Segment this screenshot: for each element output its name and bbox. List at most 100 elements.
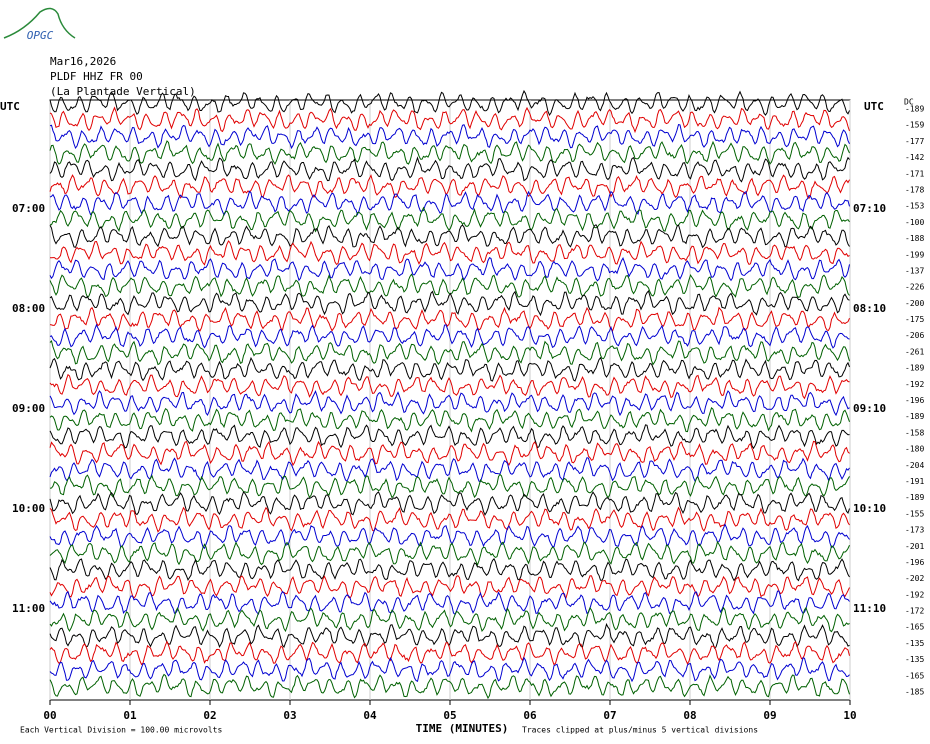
trace — [49, 557, 850, 582]
trace — [49, 289, 850, 317]
dc-offset: -196 — [905, 558, 924, 567]
trace — [49, 224, 850, 249]
x-tick-label: 05 — [443, 709, 456, 722]
dc-offset: -196 — [905, 396, 924, 405]
x-tick-label: 02 — [203, 709, 216, 722]
dc-offset: -165 — [905, 623, 924, 632]
hour-label-right: 10:10 — [853, 502, 886, 515]
dc-offset: -173 — [905, 526, 924, 535]
dc-offset: -192 — [905, 380, 924, 389]
dc-offset: -200 — [905, 299, 924, 308]
x-tick-label: 10 — [843, 709, 856, 722]
station: PLDF HHZ FR 00 — [50, 70, 143, 83]
dc-offset: -201 — [905, 542, 924, 551]
dc-offset: -135 — [905, 655, 924, 664]
dc-offset: -142 — [905, 153, 924, 162]
x-tick-label: 07 — [603, 709, 616, 722]
trace — [49, 340, 850, 366]
hour-label: 09:00 — [12, 402, 45, 415]
dc-offset: -191 — [905, 477, 924, 486]
hour-label: 08:00 — [12, 302, 45, 315]
dc-offset: -159 — [905, 121, 924, 130]
trace — [49, 673, 850, 700]
dc-offset: -158 — [905, 428, 924, 437]
trace — [49, 306, 850, 333]
footer-left: Each Vertical Division = 100.00 microvol… — [20, 726, 222, 735]
trace — [49, 257, 850, 282]
trace — [49, 373, 850, 400]
location: (La Plantade Vertical) — [50, 85, 196, 98]
trace — [49, 89, 850, 117]
left-axis-title: UTC — [0, 100, 20, 113]
hour-label-right: 11:10 — [853, 602, 886, 615]
hour-label: 10:00 — [12, 502, 45, 515]
trace — [49, 590, 850, 616]
trace — [49, 640, 850, 666]
trace — [49, 174, 850, 200]
dc-offset: -189 — [905, 364, 924, 373]
logo-mark — [3, 7, 76, 39]
trace — [49, 606, 850, 633]
x-tick-label: 09 — [763, 709, 776, 722]
logo: OPGC — [27, 29, 54, 42]
trace — [49, 140, 850, 165]
x-tick-label: 06 — [523, 709, 537, 722]
trace — [49, 540, 850, 567]
dc-offset: -206 — [905, 331, 924, 340]
hour-label-right: 09:10 — [853, 402, 886, 415]
right-axis-title: UTC — [864, 100, 884, 113]
dc-title: DC — [904, 98, 914, 107]
dc-offset: -189 — [905, 412, 924, 421]
trace — [49, 473, 850, 499]
dc-offset: -188 — [905, 234, 924, 243]
trace — [49, 523, 850, 550]
hour-label: 07:00 — [12, 202, 45, 215]
x-tick-label: 00 — [43, 709, 56, 722]
trace — [49, 389, 850, 417]
trace — [49, 106, 850, 134]
dc-offset: -189 — [905, 105, 924, 114]
dc-offset: -178 — [905, 185, 924, 194]
trace — [49, 440, 850, 467]
trace — [49, 575, 850, 599]
dc-offset: -165 — [905, 671, 924, 680]
trace — [49, 124, 850, 150]
trace — [49, 156, 850, 183]
trace — [49, 424, 850, 450]
dc-offset: -137 — [905, 266, 924, 275]
dc-offset: -153 — [905, 202, 924, 211]
trace — [49, 407, 850, 433]
x-tick-label: 08 — [683, 709, 696, 722]
dc-offset: -261 — [905, 347, 924, 356]
dc-offset: -192 — [905, 590, 924, 599]
trace — [49, 506, 850, 533]
trace — [49, 656, 850, 683]
dc-offset: -175 — [905, 315, 924, 324]
trace — [49, 323, 850, 349]
dc-offset: -202 — [905, 574, 924, 583]
trace — [49, 273, 850, 299]
dc-offset: -171 — [905, 169, 924, 178]
hour-label-right: 08:10 — [853, 302, 886, 315]
dc-offset: -226 — [905, 283, 924, 292]
x-axis-title: TIME (MINUTES) — [416, 722, 509, 735]
x-tick-label: 04 — [363, 709, 377, 722]
trace — [49, 356, 850, 382]
dc-offset: -172 — [905, 607, 924, 616]
x-tick-label: 01 — [123, 709, 137, 722]
trace — [49, 491, 850, 516]
footer-right: Traces clipped at plus/minus 5 vertical … — [522, 726, 758, 735]
date: Mar16,2026 — [50, 55, 116, 68]
trace — [49, 457, 850, 483]
dc-offset: -185 — [905, 688, 924, 697]
dc-offset: -155 — [905, 509, 924, 518]
dc-offset: -177 — [905, 137, 924, 146]
dc-offset: -189 — [905, 493, 924, 502]
hour-label-right: 07:10 — [853, 202, 886, 215]
trace — [49, 622, 850, 649]
dc-offset: -180 — [905, 445, 924, 454]
dc-offset: -135 — [905, 639, 924, 648]
trace — [49, 240, 850, 266]
trace — [49, 190, 850, 217]
